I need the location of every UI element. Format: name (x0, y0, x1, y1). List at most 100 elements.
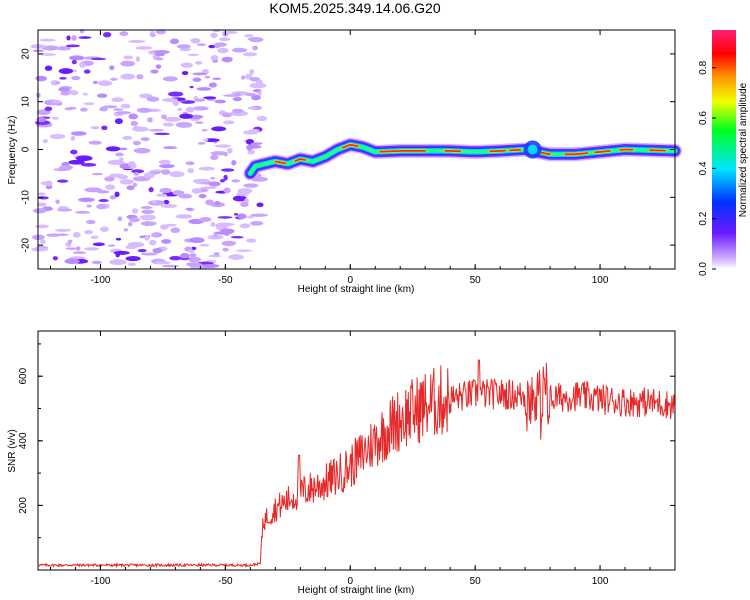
noise-blob (172, 99, 180, 106)
noise-blob (210, 221, 216, 227)
noise-blob (78, 36, 92, 39)
noise-blob (252, 45, 259, 51)
noise-blob (83, 69, 91, 74)
track-hot-red (489, 149, 506, 153)
noise-blob (232, 108, 244, 114)
noise-blob (32, 208, 47, 214)
noise-blob (231, 160, 237, 166)
noise-blob (179, 47, 192, 52)
noise-blob (40, 239, 46, 244)
spec-ytick-label: -10 (21, 190, 32, 205)
noise-blob (141, 149, 149, 153)
noise-blob (211, 126, 227, 132)
noise-blob (159, 187, 173, 194)
noise-blob (150, 69, 159, 74)
noise-blob (132, 126, 149, 132)
noise-blob (250, 142, 263, 145)
spec-ytick-label: -20 (21, 237, 32, 252)
noise-blob (135, 56, 140, 62)
noise-blob (139, 93, 153, 99)
noise-blob (197, 141, 206, 145)
noise-blob (155, 53, 166, 57)
noise-blob (114, 118, 123, 125)
noise-blob (201, 263, 220, 268)
spec-xtick-label: 50 (470, 275, 482, 286)
noise-blob (97, 80, 113, 87)
noise-blob (221, 168, 235, 172)
noise-blob (117, 216, 123, 222)
track-hot-red (294, 158, 307, 162)
noise-blob (241, 75, 246, 80)
noise-blob (90, 235, 99, 239)
noise-blob (115, 111, 132, 115)
noise-blob (155, 64, 162, 69)
noise-blob (72, 231, 81, 238)
noise-blob (147, 200, 165, 206)
noise-blob (169, 38, 180, 45)
track-hot-red (379, 150, 427, 153)
noise-blob (213, 252, 220, 256)
noise-blob (125, 255, 141, 262)
noise-blob (235, 249, 253, 252)
snr-panel: -100 -50 0 50 100 200 400 600 Height of straigh… (7, 330, 676, 596)
noise-blob (140, 206, 153, 210)
noise-blob (246, 144, 253, 151)
noise-blob (54, 228, 72, 232)
noise-blob (181, 71, 189, 76)
noise-blob (180, 252, 190, 259)
noise-blob (255, 79, 263, 85)
spec-xtick-label: 100 (592, 275, 609, 286)
noise-blob (250, 221, 264, 226)
noise-blob (161, 239, 172, 244)
noise-blob (185, 161, 195, 166)
noise-blob (231, 179, 240, 183)
noise-blob (228, 254, 244, 260)
noise-blob (148, 239, 157, 246)
noise-blob (84, 230, 94, 235)
noise-blob (96, 190, 110, 194)
noise-blob (56, 208, 73, 212)
noise-blob (44, 65, 53, 71)
colorbar-label: Normalized spectral amplitude (738, 82, 749, 217)
spectrogram-track (243, 137, 682, 181)
noise-blob (92, 242, 105, 247)
noise-blob (143, 220, 150, 227)
spectrogram-ylabel: Frequency (Hz) (7, 116, 18, 185)
noise-blob (114, 191, 120, 198)
noise-blob (152, 199, 157, 204)
snr-ylabel: SNR (v/v) (7, 429, 18, 472)
noise-blob (31, 247, 49, 252)
noise-blob (112, 108, 124, 111)
noise-blob (156, 193, 168, 197)
noise-blob (249, 128, 260, 133)
noise-blob (149, 33, 156, 37)
noise-blob (75, 246, 81, 251)
noise-blob (69, 55, 85, 61)
noise-blob (223, 174, 228, 181)
noise-blob (60, 91, 71, 96)
noise-blob (88, 140, 102, 145)
noise-blob (231, 47, 248, 53)
noise-blob (210, 154, 219, 160)
track-hot-red (619, 148, 634, 151)
track-hot-red (594, 150, 611, 154)
noise-blob (82, 92, 88, 96)
noise-blob (75, 155, 93, 162)
noise-blob (230, 236, 244, 239)
noise-blob (115, 237, 122, 241)
noise-blob (74, 210, 91, 214)
noise-blob (86, 204, 92, 208)
noise-blob (92, 80, 98, 85)
noise-blob (192, 106, 209, 111)
noise-blob (163, 199, 170, 205)
noise-blob (214, 99, 227, 104)
snr-xtick-label: 100 (592, 576, 609, 587)
noise-blob (110, 77, 118, 81)
noise-blob (161, 114, 167, 120)
noise-blob (40, 53, 57, 56)
noise-blob (96, 93, 108, 98)
noise-blob (232, 97, 242, 102)
noise-blob (35, 75, 48, 82)
noise-blob (169, 255, 182, 261)
